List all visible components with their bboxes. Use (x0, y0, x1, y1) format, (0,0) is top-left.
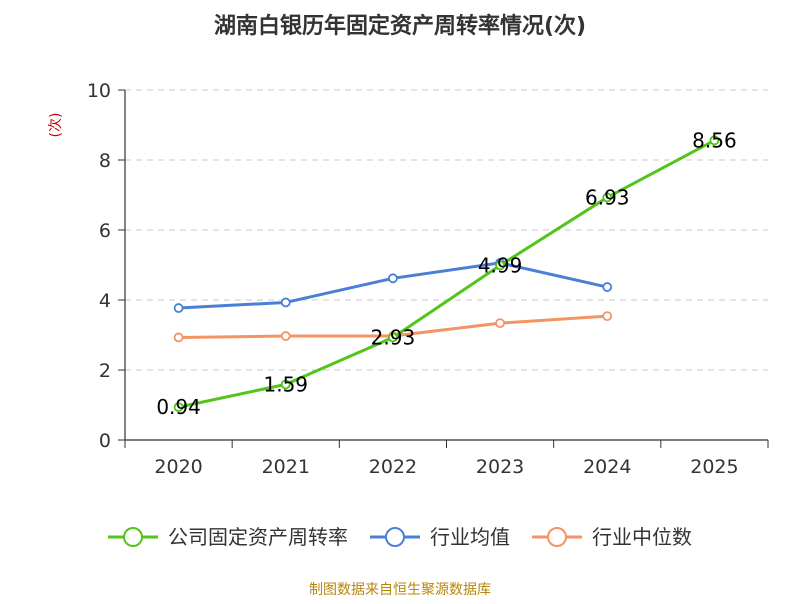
x-tick-label: 2025 (690, 456, 738, 478)
data-point[interactable] (602, 192, 613, 203)
grid-lines (125, 89, 768, 371)
legend-label: 行业中位数 (592, 525, 692, 549)
data-point[interactable] (173, 303, 184, 313)
x-tick-label: 2020 (154, 456, 202, 478)
series-line (177, 261, 609, 310)
y-tick-label: 2 (99, 360, 111, 382)
series-line (177, 138, 716, 409)
series-layer (173, 135, 720, 413)
chart-title: 湖南白银历年固定资产周转率情况(次) (214, 13, 586, 39)
data-label: 0.94 (156, 395, 201, 419)
data-label: 8.56 (692, 128, 737, 152)
data-label: 6.93 (585, 185, 630, 209)
data-label: 4.99 (478, 253, 523, 277)
legend-item[interactable]: 公司固定资产周转率 (108, 525, 348, 549)
source-note: 制图数据来自恒生聚源数据库 (309, 582, 491, 598)
x-tick-label: 2023 (476, 456, 524, 478)
data-point[interactable] (388, 273, 398, 284)
legend-marker (123, 527, 143, 547)
y-tick-label: 0 (99, 430, 111, 452)
y-axis-label: (次) (48, 113, 64, 138)
axes: 0 2 4 6 8 10 2020 2021 2022 2023 2024 2025 (87, 80, 769, 478)
data-point[interactable] (495, 318, 505, 329)
legend-marker (385, 527, 405, 547)
data-point[interactable] (709, 135, 720, 146)
data-label: 2.93 (371, 325, 416, 349)
x-tick-label: 2024 (583, 456, 631, 478)
y-tick-label: 4 (99, 290, 111, 312)
legend-item[interactable]: 行业均值 (370, 525, 510, 549)
data-label: 1.59 (263, 372, 308, 396)
legend-label: 行业均值 (430, 525, 510, 549)
legend-marker (547, 527, 567, 547)
data-point[interactable] (280, 331, 291, 341)
y-tick-label: 6 (99, 220, 111, 242)
legend-label: 公司固定资产周转率 (168, 525, 348, 549)
legend[interactable]: 公司固定资产周转率 行业均值 行业中位数 (108, 525, 692, 549)
data-labels: 0.94 1.59 2.93 4.99 6.93 8.56 (156, 128, 736, 419)
data-point[interactable] (280, 379, 291, 390)
x-tick-label: 2022 (369, 456, 417, 478)
data-point[interactable] (173, 332, 184, 343)
y-tick-label: 10 (87, 80, 111, 102)
data-point[interactable] (280, 297, 291, 308)
data-point[interactable] (173, 402, 184, 413)
data-point[interactable] (602, 282, 613, 292)
x-tick-label: 2021 (262, 456, 310, 478)
data-point[interactable] (495, 260, 505, 271)
data-point[interactable] (602, 311, 613, 322)
legend-item[interactable]: 行业中位数 (532, 525, 692, 549)
data-point[interactable] (388, 332, 398, 343)
y-tick-label: 8 (99, 150, 111, 172)
